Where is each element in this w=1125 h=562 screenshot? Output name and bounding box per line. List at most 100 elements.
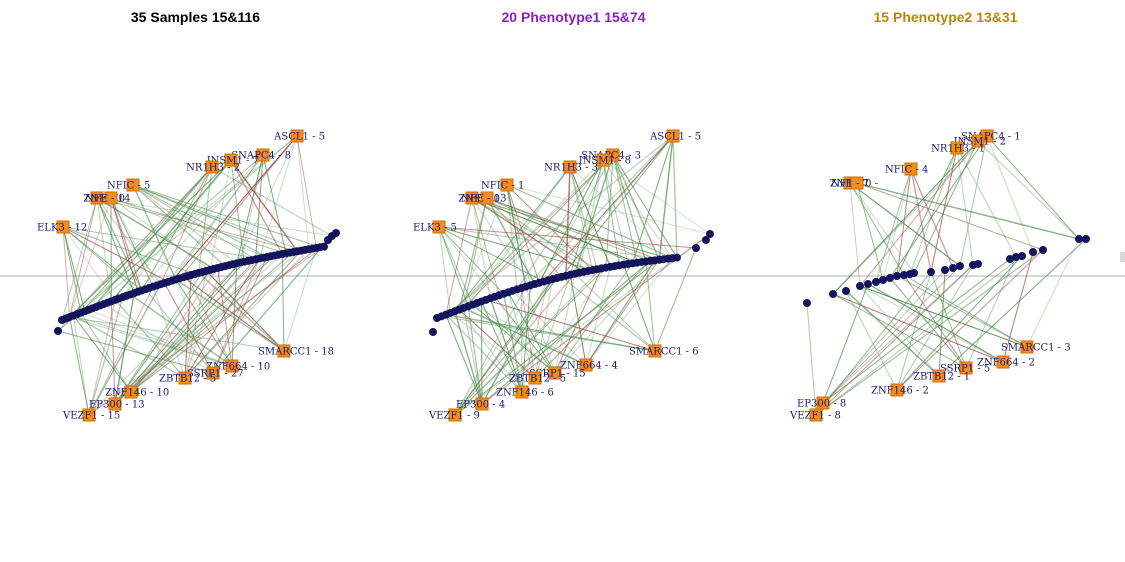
edge bbox=[521, 285, 531, 393]
edge bbox=[896, 264, 974, 391]
edge bbox=[217, 267, 233, 367]
edge bbox=[88, 262, 241, 416]
tf-node-nfe bbox=[480, 191, 494, 205]
edge bbox=[96, 197, 143, 291]
edge bbox=[486, 197, 660, 261]
tf-node-label: INSM1 - 8 bbox=[579, 156, 631, 167]
edge bbox=[481, 260, 651, 405]
edge bbox=[175, 278, 285, 352]
edge bbox=[230, 159, 283, 255]
tf-node-znf146 bbox=[124, 385, 138, 399]
edge bbox=[903, 274, 1028, 348]
edge bbox=[856, 182, 1044, 251]
edge bbox=[110, 197, 268, 258]
edge bbox=[554, 259, 660, 374]
edge bbox=[506, 184, 527, 287]
edge-group bbox=[438, 135, 711, 416]
tf-node-label: NFE - 13 bbox=[461, 194, 506, 205]
edge bbox=[506, 184, 711, 235]
target-dot bbox=[702, 236, 710, 244]
edge bbox=[114, 293, 135, 405]
edge bbox=[467, 166, 571, 307]
tf-node-elk3 bbox=[56, 220, 70, 234]
edge bbox=[832, 135, 988, 295]
edge bbox=[458, 197, 488, 310]
edge bbox=[849, 182, 905, 276]
edge bbox=[132, 184, 294, 253]
edge bbox=[956, 147, 1017, 258]
edge bbox=[184, 248, 310, 379]
tf-node-label: ZNF146 - 6 bbox=[496, 388, 554, 399]
edge bbox=[486, 197, 651, 262]
edge bbox=[96, 197, 333, 237]
edge bbox=[62, 226, 169, 283]
edge bbox=[183, 276, 285, 352]
edge bbox=[856, 182, 884, 281]
tf-node-label: ZNF770 bbox=[83, 194, 125, 205]
tf-node-insm1 bbox=[224, 153, 238, 167]
tf-node-znf146 bbox=[890, 383, 904, 397]
edge bbox=[471, 197, 500, 296]
edge bbox=[472, 304, 556, 374]
edge bbox=[438, 226, 451, 314]
edge bbox=[569, 159, 604, 275]
edge bbox=[909, 147, 958, 275]
edge bbox=[445, 313, 656, 352]
edge bbox=[849, 182, 861, 287]
edge bbox=[236, 154, 264, 264]
edge bbox=[986, 135, 1080, 240]
tf-node-ssrp1 bbox=[959, 361, 973, 375]
edge bbox=[296, 135, 310, 250]
edge bbox=[930, 271, 967, 369]
edge bbox=[476, 302, 556, 374]
tf-node-label: ZBTB12 - 5 bbox=[509, 374, 566, 385]
edge bbox=[856, 182, 1080, 240]
edge bbox=[110, 159, 232, 302]
tf-node-ascl1 bbox=[290, 129, 304, 143]
target-dot bbox=[1018, 252, 1026, 260]
tf-node-znf770 bbox=[465, 191, 479, 205]
edge bbox=[73, 315, 186, 379]
edge bbox=[132, 184, 294, 253]
target-dot bbox=[910, 269, 918, 277]
edge bbox=[205, 270, 285, 352]
edge bbox=[569, 166, 594, 271]
edge bbox=[175, 279, 214, 374]
edge bbox=[654, 247, 697, 352]
tf-node-label: EP300 - 4 bbox=[456, 400, 505, 411]
edge bbox=[62, 226, 82, 313]
target-dot bbox=[673, 253, 681, 262]
edge bbox=[72, 315, 132, 393]
tf-node-nr1h3 bbox=[205, 160, 219, 174]
edge bbox=[471, 197, 638, 264]
edge bbox=[859, 285, 1004, 363]
edge bbox=[132, 184, 302, 252]
edge bbox=[896, 147, 958, 277]
edge bbox=[612, 154, 678, 258]
edge bbox=[122, 166, 213, 298]
edge bbox=[463, 197, 488, 309]
edge bbox=[574, 154, 614, 274]
edge bbox=[506, 184, 518, 290]
edge bbox=[96, 197, 162, 285]
edge bbox=[88, 299, 116, 416]
edge bbox=[445, 314, 523, 393]
edge bbox=[986, 135, 1034, 253]
edge bbox=[1002, 251, 1034, 363]
edge bbox=[585, 257, 673, 366]
target-dot bbox=[856, 282, 864, 290]
tf-node-label: ZNF146 - 2 bbox=[871, 386, 929, 397]
edge bbox=[130, 239, 329, 393]
target-dot bbox=[879, 276, 887, 284]
edge bbox=[485, 299, 656, 352]
edge bbox=[489, 298, 523, 393]
tf-node-label: VEZF1 - 9 bbox=[428, 411, 480, 422]
edge bbox=[612, 154, 638, 263]
edge bbox=[454, 259, 660, 416]
edge bbox=[132, 184, 268, 258]
edge bbox=[438, 226, 496, 298]
tf-node-label: SMARCC1 - 6 bbox=[629, 347, 699, 358]
edge bbox=[903, 274, 967, 369]
